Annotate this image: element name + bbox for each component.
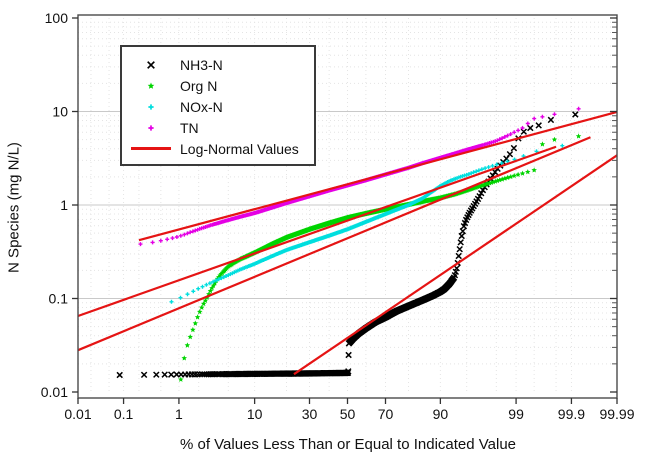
x-tick-label: 99 [508,406,524,422]
fit-line-tn [138,110,618,242]
y-tick-label: 0.1 [49,291,69,307]
series-orgn [178,133,582,382]
tn-plus-marker-icon [122,121,180,135]
legend: NH3-N Org N NOx-N TN Log-Normal Values [120,45,316,166]
legend-label: Log-Normal Values [180,140,299,157]
fit-line-nh3-n [293,154,618,376]
legend-item-nh3n: NH3-N [122,54,314,75]
legend-item-noxn: NOx-N [122,96,314,117]
legend-label: TN [180,119,199,136]
y-tick-label: 1 [60,197,68,213]
orgn-star-marker-icon [122,79,180,93]
series-nh3n [116,111,579,379]
x-tick-label: 90 [433,406,449,422]
log-normal-fit-lines [77,110,618,376]
x-tick-label: 10 [247,406,263,422]
y-tick-label: 10 [52,104,68,120]
x-tick-label: 0.1 [114,406,134,422]
fit-line-nox-n [77,145,557,318]
axis-ticks: 0.01 0.1 1 10 100 0.01 0.1 1 10 30 50 70 90 99 99.9 99.… [41,10,635,422]
x-tick-label: 50 [340,406,356,422]
x-tick-label: 30 [302,406,318,422]
legend-item-lognormal: Log-Normal Values [122,138,314,159]
legend-item-tn: TN [122,117,314,138]
noxn-plus-marker-icon [122,100,180,114]
y-axis-title: N Species (mg N/L) [5,142,23,273]
fit-line-org n [77,136,591,352]
x-tick-label: 99.99 [599,406,634,422]
x-tick-label: 0.01 [64,406,91,422]
x-tick-label: 1 [175,406,183,422]
y-tick-label: 100 [45,10,69,26]
nh3n-x-marker-icon [122,58,180,72]
series-noxn [169,143,565,304]
legend-label: NH3-N [180,56,223,73]
y-tick-label: 0.01 [41,384,68,400]
red-line-icon [122,147,180,150]
legend-label: NOx-N [180,98,223,115]
legend-label: Org N [180,77,218,94]
x-tick-label: 99.9 [558,406,585,422]
x-axis-title: % of Values Less Than or Equal to Indica… [179,436,517,453]
legend-item-orgn: Org N [122,75,314,96]
x-tick-label: 70 [378,406,394,422]
